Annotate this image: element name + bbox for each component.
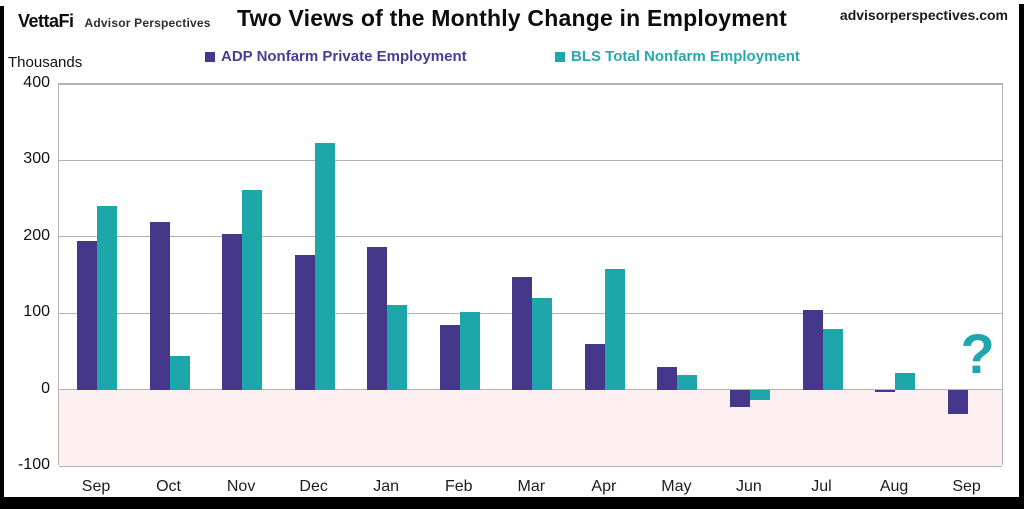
missing-data-question-mark: ? xyxy=(960,321,995,385)
y-tick-label-0: 0 xyxy=(41,379,50,397)
gridline-300 xyxy=(59,159,1002,161)
x-tick-label-aug-11: Aug xyxy=(879,478,909,495)
website-url: advisorperspectives.com xyxy=(839,7,1008,23)
bar-adp-sep-12 xyxy=(947,389,968,415)
y-tick-label-100: 100 xyxy=(23,303,50,321)
bar-adp-jun-9 xyxy=(729,389,750,408)
bar-adp-dec-3 xyxy=(294,255,315,390)
gridline--100 xyxy=(59,465,1002,467)
image-border-left xyxy=(0,6,4,509)
x-tick-label-jun-9: Jun xyxy=(736,478,762,495)
legend-item-bls: BLS Total Nonfarm Employment xyxy=(555,48,800,65)
bar-bls-oct-1 xyxy=(169,355,190,390)
bar-bls-may-8 xyxy=(677,375,698,390)
x-tick-label-oct-1: Oct xyxy=(156,478,181,495)
logo-advisor-perspectives-text: Advisor Perspectives xyxy=(84,16,211,30)
x-tick-label-dec-3: Dec xyxy=(299,478,328,495)
y-tick-label-400: 400 xyxy=(23,74,50,91)
bar-adp-sep-0 xyxy=(77,240,97,390)
bar-bls-feb-5 xyxy=(459,311,480,390)
legend-swatch-icon xyxy=(555,51,565,62)
y-axis-unit-label: Thousands xyxy=(8,54,83,71)
x-tick-label-may-8: May xyxy=(661,478,692,495)
bar-adp-oct-1 xyxy=(149,221,170,390)
negative-value-shaded-region xyxy=(59,389,1002,466)
legend-label: ADP Nonfarm Private Employment xyxy=(221,48,467,65)
bar-bls-dec-3 xyxy=(314,142,335,390)
image-border-right xyxy=(1019,4,1024,509)
x-tick-label-sep-12: Sep xyxy=(952,478,981,495)
bar-bls-nov-2 xyxy=(242,190,263,390)
y-tick-label--100: -100 xyxy=(17,456,50,473)
y-tick-label-200: 200 xyxy=(23,226,50,244)
x-tick-label-feb-5: Feb xyxy=(444,478,473,495)
bar-bls-jun-9 xyxy=(749,389,770,400)
x-tick-label-jul-10: Jul xyxy=(811,478,832,495)
x-tick-label-nov-2: Nov xyxy=(226,478,256,495)
bar-adp-may-8 xyxy=(657,367,678,390)
bar-adp-nov-2 xyxy=(222,233,243,390)
bar-bls-aug-11 xyxy=(895,372,916,390)
image-border-bottom xyxy=(0,497,1024,509)
bar-adp-mar-6 xyxy=(512,277,533,390)
bar-bls-apr-7 xyxy=(604,268,625,390)
bar-bls-jan-4 xyxy=(387,304,408,390)
x-tick-label-mar-6: Mar xyxy=(517,478,546,495)
legend-swatch-icon xyxy=(205,51,215,62)
x-tick-label-jan-4: Jan xyxy=(373,478,400,495)
y-tick-label-300: 300 xyxy=(23,150,50,168)
plot-area: ? xyxy=(58,83,1003,467)
legend-item-adp: ADP Nonfarm Private Employment xyxy=(205,48,467,65)
bar-adp-jul-10 xyxy=(802,310,823,390)
bar-bls-jul-10 xyxy=(822,329,843,390)
x-tick-label-apr-7: Apr xyxy=(591,478,617,495)
bar-adp-apr-7 xyxy=(584,343,605,390)
legend-label: BLS Total Nonfarm Employment xyxy=(571,48,800,65)
bar-bls-sep-0 xyxy=(97,206,117,390)
bar-adp-feb-5 xyxy=(439,325,460,390)
bar-adp-jan-4 xyxy=(367,247,388,390)
chart-title: Two Views of the Monthly Change in Emplo… xyxy=(237,5,787,31)
x-tick-label-sep-0: Sep xyxy=(81,478,111,495)
bar-adp-aug-11 xyxy=(875,389,896,392)
bar-bls-mar-6 xyxy=(532,297,553,390)
logo-vettafi-text: VettaFi xyxy=(18,11,74,31)
gridline-0 xyxy=(59,389,1002,391)
vettafi-logo: VettaFi Advisor Perspectives xyxy=(18,11,211,32)
gridline-200 xyxy=(59,236,1002,238)
gridline-400 xyxy=(59,83,1002,85)
